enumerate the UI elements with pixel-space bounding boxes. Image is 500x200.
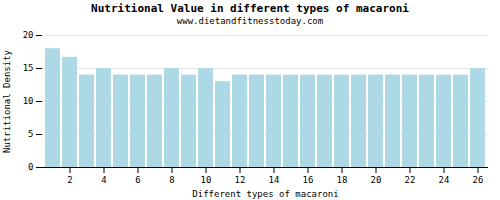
svg-text:15: 15 <box>23 63 34 73</box>
html-text:Nutritional Value in different: Nutritional Value in different types of … <box>91 2 409 15</box>
svg-text:6: 6 <box>135 175 140 185</box>
svg-text:2: 2 <box>67 175 72 185</box>
svg-text:4: 4 <box>101 175 106 185</box>
svg-text:Different types of macaroni: Different types of macaroni <box>192 189 338 199</box>
svg-text:Nutritional Density: Nutritional Density <box>2 49 12 153</box>
svg-text:20: 20 <box>23 30 34 40</box>
svg-text:0: 0 <box>28 162 33 172</box>
svg-text:14: 14 <box>269 175 280 185</box>
svg-text:16: 16 <box>303 175 314 185</box>
svg-text:22: 22 <box>405 175 416 185</box>
svg-text:20: 20 <box>371 175 382 185</box>
svg-text:26: 26 <box>473 175 484 185</box>
svg-text:8: 8 <box>169 175 174 185</box>
html-text:www.dietandfitnesstoday.com: www.dietandfitnesstoday.com <box>176 16 324 26</box>
svg-text:5: 5 <box>28 129 33 139</box>
svg-text:12: 12 <box>235 175 246 185</box>
svg-text:10: 10 <box>201 175 212 185</box>
svg-text:24: 24 <box>439 175 450 185</box>
svg-text:10: 10 <box>23 96 34 106</box>
svg-text:18: 18 <box>337 175 348 185</box>
